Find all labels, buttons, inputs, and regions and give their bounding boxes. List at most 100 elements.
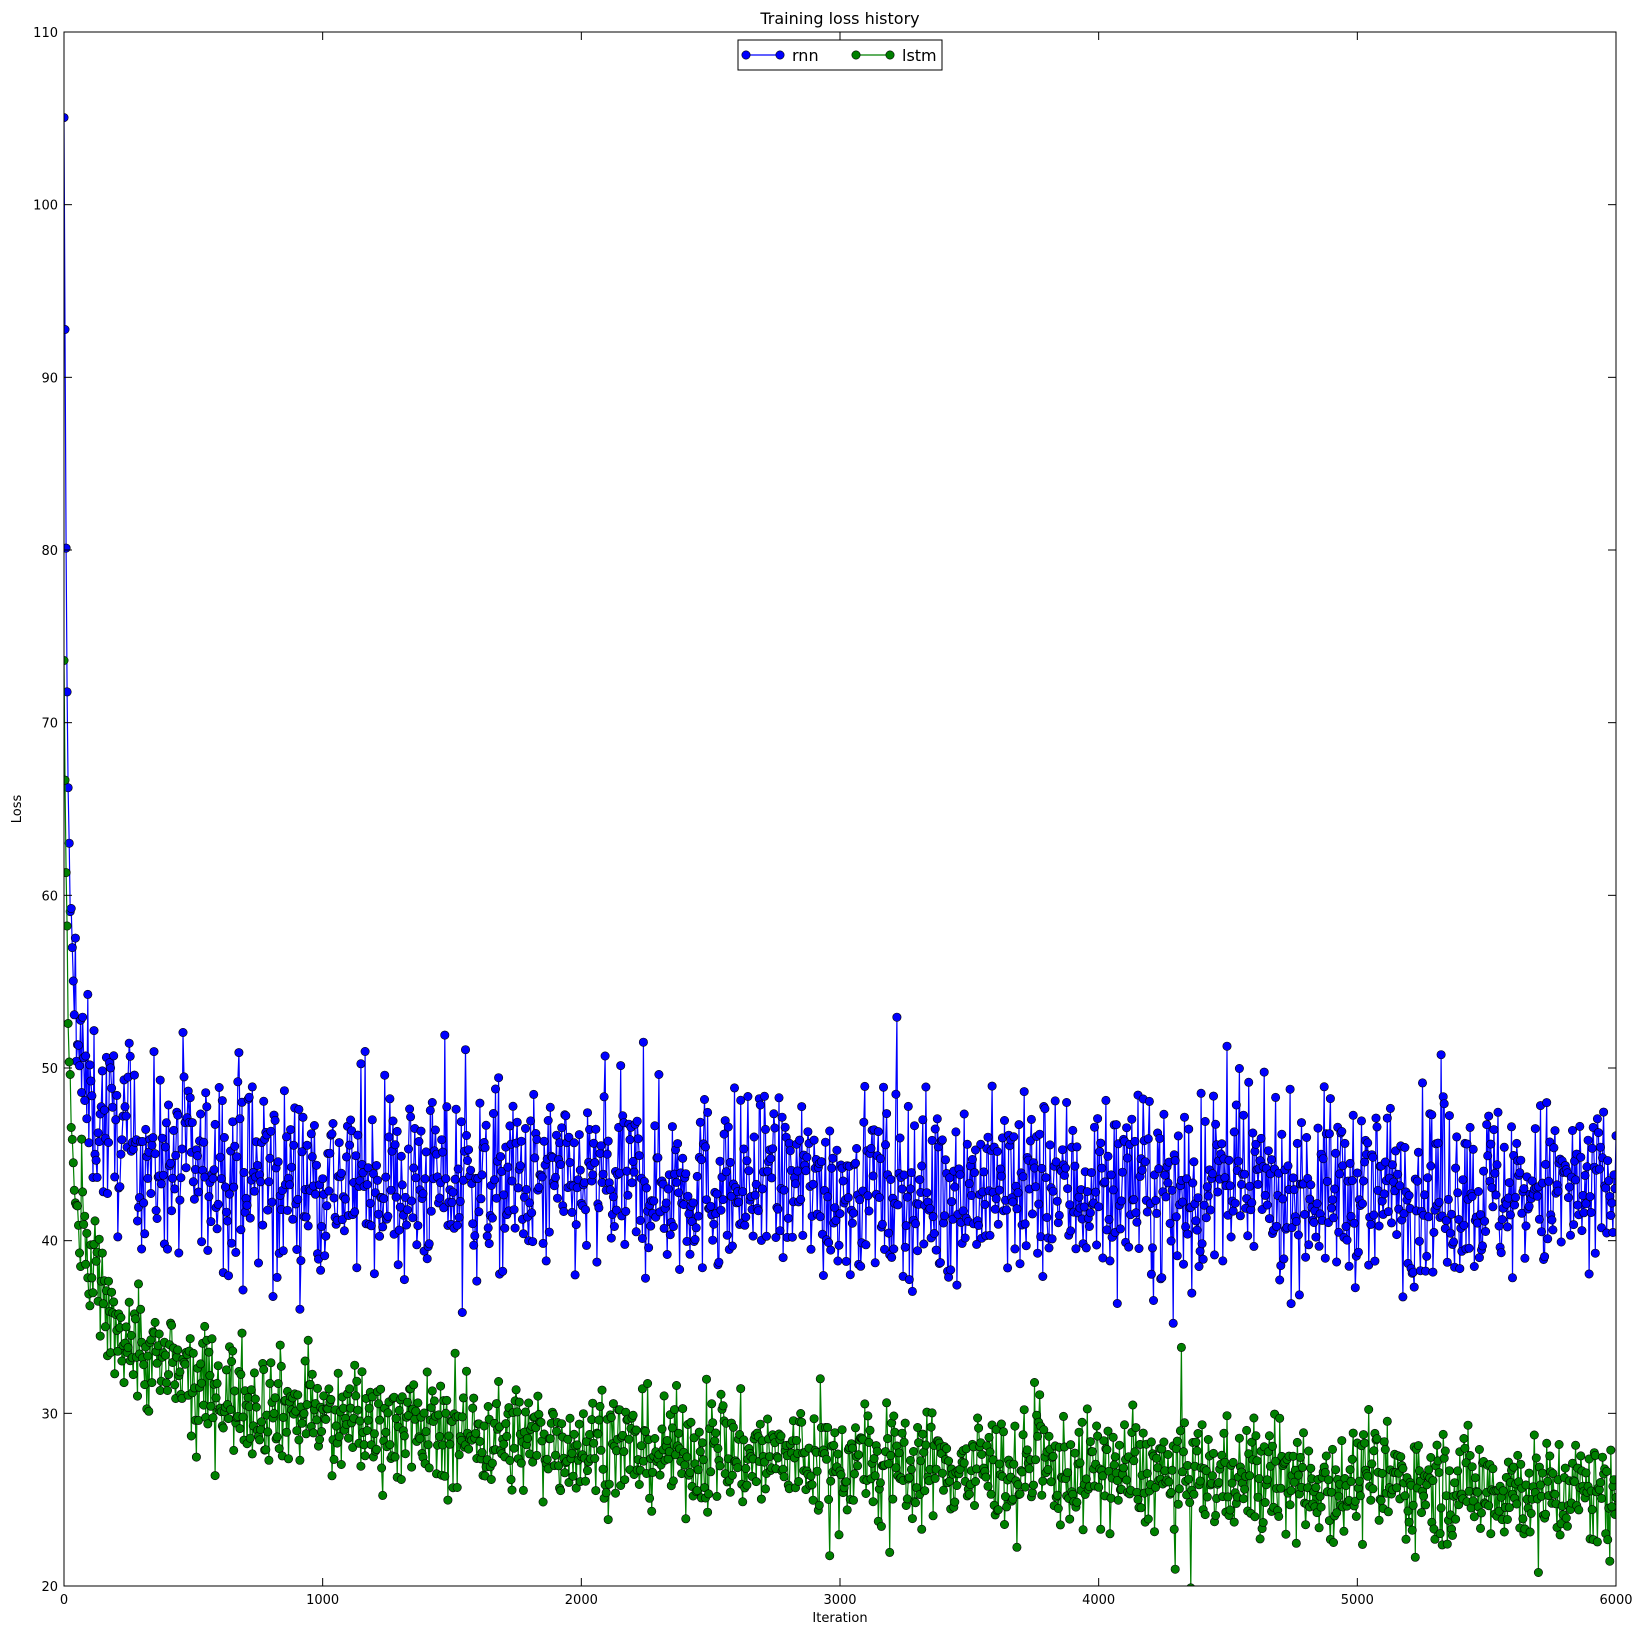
point-rnn <box>662 1250 672 1260</box>
point-rnn <box>441 1174 451 1184</box>
point-rnn <box>1033 1248 1043 1258</box>
point-rnn <box>1200 1117 1210 1127</box>
point-lstm <box>1295 1452 1305 1462</box>
point-rnn <box>1424 1212 1434 1222</box>
point-rnn <box>418 1189 428 1199</box>
point-rnn <box>1091 1187 1101 1197</box>
point-rnn <box>1095 1147 1105 1157</box>
point-rnn <box>757 1184 767 1194</box>
point-rnn <box>1179 1259 1189 1269</box>
point-rnn <box>1054 1210 1064 1220</box>
point-rnn <box>279 1086 289 1096</box>
point-rnn <box>168 1173 178 1183</box>
point-rnn <box>229 1182 239 1192</box>
point-lstm <box>1015 1489 1025 1499</box>
point-rnn <box>1370 1256 1380 1266</box>
point-rnn <box>646 1221 656 1231</box>
point-lstm <box>1046 1477 1056 1487</box>
point-lstm <box>836 1470 846 1480</box>
point-rnn <box>356 1059 366 1069</box>
point-lstm <box>643 1379 653 1389</box>
point-rnn <box>413 1221 423 1231</box>
point-rnn <box>490 1084 500 1094</box>
point-lstm <box>1451 1514 1461 1524</box>
point-rnn <box>1189 1157 1199 1167</box>
point-lstm <box>441 1408 451 1418</box>
point-rnn <box>1442 1257 1452 1267</box>
point-rnn <box>1363 1138 1373 1148</box>
point-rnn <box>116 1149 126 1159</box>
point-rnn <box>1226 1232 1236 1242</box>
point-lstm <box>1113 1495 1123 1505</box>
point-lstm <box>572 1440 582 1450</box>
point-lstm <box>98 1299 108 1309</box>
point-rnn <box>1195 1246 1205 1256</box>
point-rnn <box>796 1194 806 1204</box>
point-lstm <box>964 1489 974 1499</box>
point-rnn <box>1486 1139 1496 1149</box>
point-rnn <box>1479 1166 1489 1176</box>
point-rnn <box>1443 1194 1453 1204</box>
point-rnn <box>991 1194 1001 1204</box>
point-rnn <box>947 1197 957 1207</box>
point-rnn <box>729 1083 739 1093</box>
point-lstm <box>66 1123 76 1133</box>
point-rnn <box>321 1231 331 1241</box>
point-lstm <box>1374 1515 1384 1525</box>
point-rnn <box>286 1125 296 1135</box>
point-lstm <box>1202 1492 1212 1502</box>
point-rnn <box>760 1124 770 1134</box>
point-rnn <box>695 1117 705 1127</box>
point-rnn <box>882 1109 892 1119</box>
point-rnn <box>216 1174 226 1184</box>
point-rnn <box>834 1240 844 1250</box>
point-rnn <box>285 1180 295 1190</box>
point-lstm <box>659 1391 669 1401</box>
point-lstm <box>708 1418 718 1428</box>
point-rnn <box>939 1211 949 1221</box>
point-lstm <box>1055 1520 1065 1530</box>
point-rnn <box>1429 1227 1439 1237</box>
point-rnn <box>1019 1087 1029 1097</box>
y-tick-label: 40 <box>41 1235 58 1250</box>
point-lstm <box>565 1413 575 1423</box>
point-lstm <box>1581 1468 1591 1478</box>
point-lstm <box>293 1390 303 1400</box>
point-rnn <box>148 1133 158 1143</box>
point-rnn <box>265 1153 275 1163</box>
point-rnn <box>1404 1191 1414 1201</box>
point-rnn <box>1331 1148 1341 1158</box>
point-lstm <box>1180 1418 1190 1428</box>
point-rnn <box>324 1186 334 1196</box>
point-lstm <box>1469 1512 1479 1522</box>
point-rnn <box>109 1051 119 1061</box>
point-rnn <box>140 1229 150 1239</box>
point-rnn <box>1337 1127 1347 1137</box>
point-lstm <box>1009 1459 1019 1469</box>
point-lstm <box>390 1452 400 1462</box>
point-rnn <box>736 1095 746 1105</box>
point-lstm <box>427 1386 437 1396</box>
point-lstm <box>200 1321 210 1331</box>
point-lstm <box>334 1432 344 1442</box>
point-rnn <box>365 1198 375 1208</box>
point-lstm <box>742 1480 752 1490</box>
point-lstm <box>1102 1445 1112 1455</box>
point-lstm <box>834 1530 844 1540</box>
point-rnn <box>1243 1231 1253 1241</box>
point-rnn <box>925 1204 935 1214</box>
point-rnn <box>64 783 73 793</box>
point-rnn <box>1325 1094 1335 1104</box>
point-lstm <box>636 1441 646 1451</box>
point-rnn <box>173 1110 183 1120</box>
point-lstm <box>1175 1426 1185 1436</box>
point-rnn <box>1052 1196 1062 1206</box>
point-lstm <box>1234 1433 1244 1443</box>
point-rnn <box>571 1220 581 1230</box>
point-rnn <box>386 1185 396 1195</box>
point-lstm <box>1602 1466 1612 1476</box>
point-rnn <box>1418 1078 1428 1088</box>
x-tick-label: 4000 <box>1082 1593 1115 1608</box>
point-rnn <box>1036 1232 1046 1242</box>
point-rnn <box>940 1155 950 1165</box>
